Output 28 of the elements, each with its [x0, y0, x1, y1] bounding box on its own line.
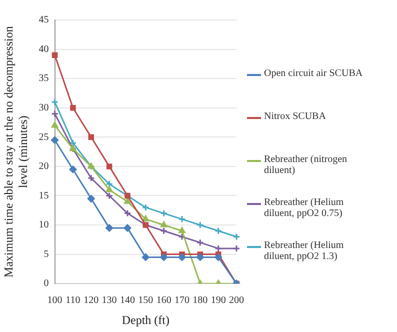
x-tick-label: 170: [174, 295, 190, 306]
x-tick-label: 180: [192, 295, 208, 306]
y-tick-label: 10: [38, 220, 49, 231]
y-tick-label: 25: [38, 132, 49, 143]
x-tick-label: 100: [47, 295, 62, 306]
x-tick-label: 130: [102, 295, 117, 306]
legend-label: Rebreather (Helium diluent, ppO2 1.3): [264, 240, 345, 262]
x-tick-label: 140: [120, 295, 135, 306]
x-tick-label: 160: [156, 295, 172, 306]
x-tick-label: 110: [66, 295, 80, 306]
y-tick-label: 15: [38, 190, 49, 202]
y-axis-title: Maximum time able to stay at the no decompression level (minutes): [1, 26, 30, 278]
y-tick-label: 45: [38, 14, 49, 26]
x-tick-label: 150: [138, 295, 154, 306]
y-tick-label: 0: [44, 278, 49, 290]
legend-label: Rebreather (Helium diluent, ppO2 0.75): [264, 197, 345, 219]
x-axis-title: Depth (ft): [122, 312, 170, 327]
y-tick-label: 5: [44, 248, 49, 260]
x-tick-label: 120: [84, 295, 99, 306]
y-tick-label: 20: [38, 161, 49, 172]
y-tick-label: 40: [38, 44, 49, 55]
legend-label: Nitrox SCUBA: [264, 111, 326, 122]
x-tick-label: 200: [229, 295, 244, 306]
y-tick-label: 35: [38, 73, 49, 84]
x-tick-label: 190: [210, 295, 226, 306]
legend-label: Rebreather (nitrogen diluent): [264, 154, 348, 176]
y-tick-label: 30: [38, 102, 49, 114]
legend-label: Open circuit air SCUBA: [264, 68, 363, 79]
